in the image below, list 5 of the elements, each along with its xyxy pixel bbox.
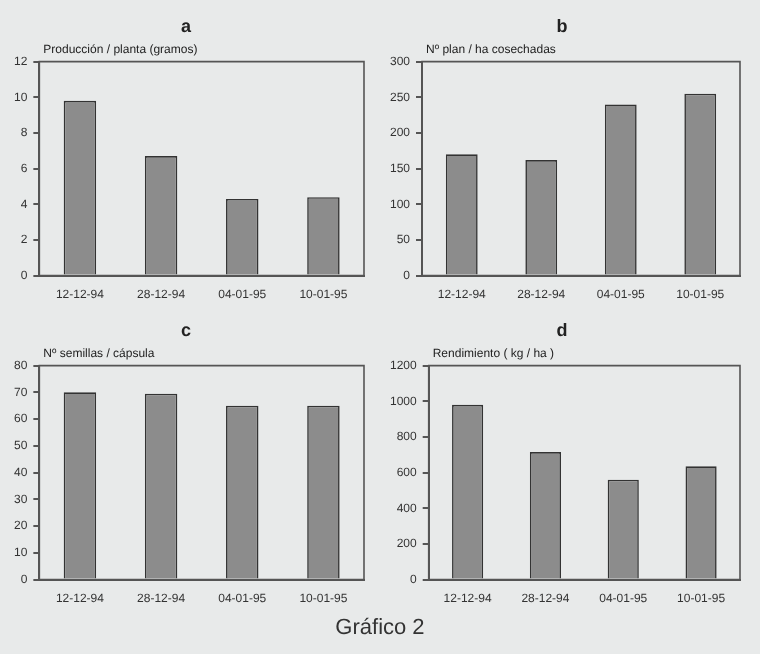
- chart-title: c: [180, 319, 192, 340]
- chart-title: d: [556, 319, 568, 340]
- chart-title: b: [556, 15, 569, 36]
- chart-title: a: [180, 15, 193, 36]
- text: Gráfico 2: [333, 616, 427, 640]
